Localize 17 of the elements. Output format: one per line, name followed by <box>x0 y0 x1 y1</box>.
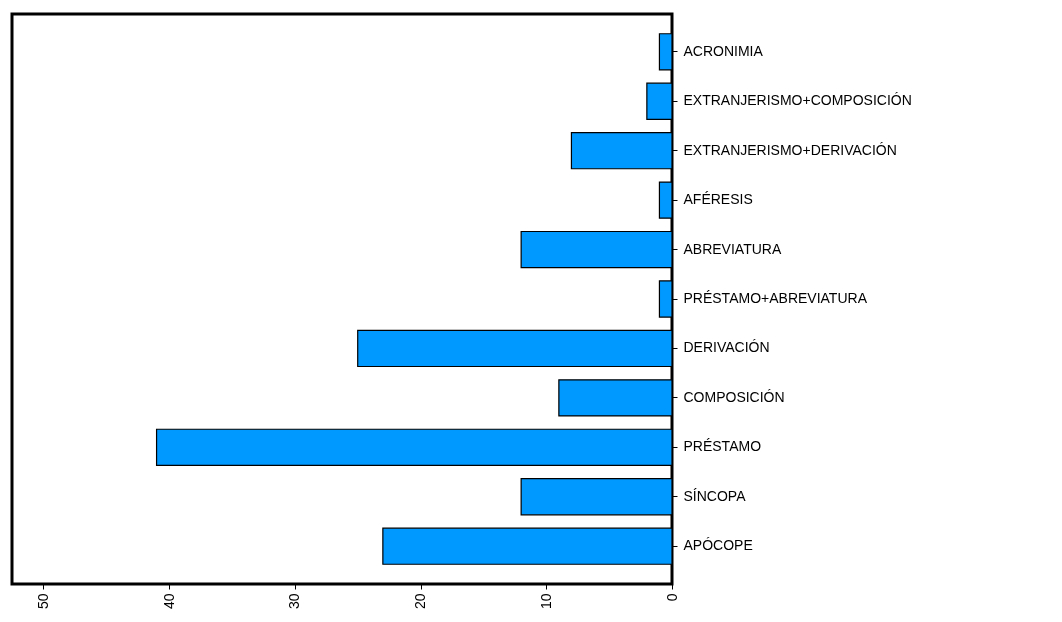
y-tick-label: ABREVIATURA <box>683 240 782 257</box>
x-tick-label: 30 <box>286 593 303 610</box>
x-tick-label: 40 <box>160 593 177 610</box>
y-tick-label: PRÉSTAMO <box>683 438 762 455</box>
y-tick-label: EXTRANJERISMO+DERIVACIÓN <box>683 141 897 158</box>
x-tick-label: 0 <box>663 593 680 602</box>
y-tick-label: ACRONIMIA <box>683 42 764 59</box>
x-tick-label: 10 <box>537 593 554 610</box>
y-tick-label: AFÉRESIS <box>683 191 753 208</box>
x-tick-label: 20 <box>412 593 429 610</box>
y-tick-label: PRÉSTAMO+ABREVIATURA <box>683 290 868 306</box>
y-tick-label: DERIVACIÓN <box>683 339 770 356</box>
x-tick-label: 50 <box>34 593 51 610</box>
y-tick-label: COMPOSICIÓN <box>683 388 785 405</box>
y-tick-label: SÍNCOPA <box>683 487 747 504</box>
y-tick-label: EXTRANJERISMO+COMPOSICIÓN <box>683 92 912 109</box>
y-tick-label: APÓCOPE <box>683 537 753 554</box>
